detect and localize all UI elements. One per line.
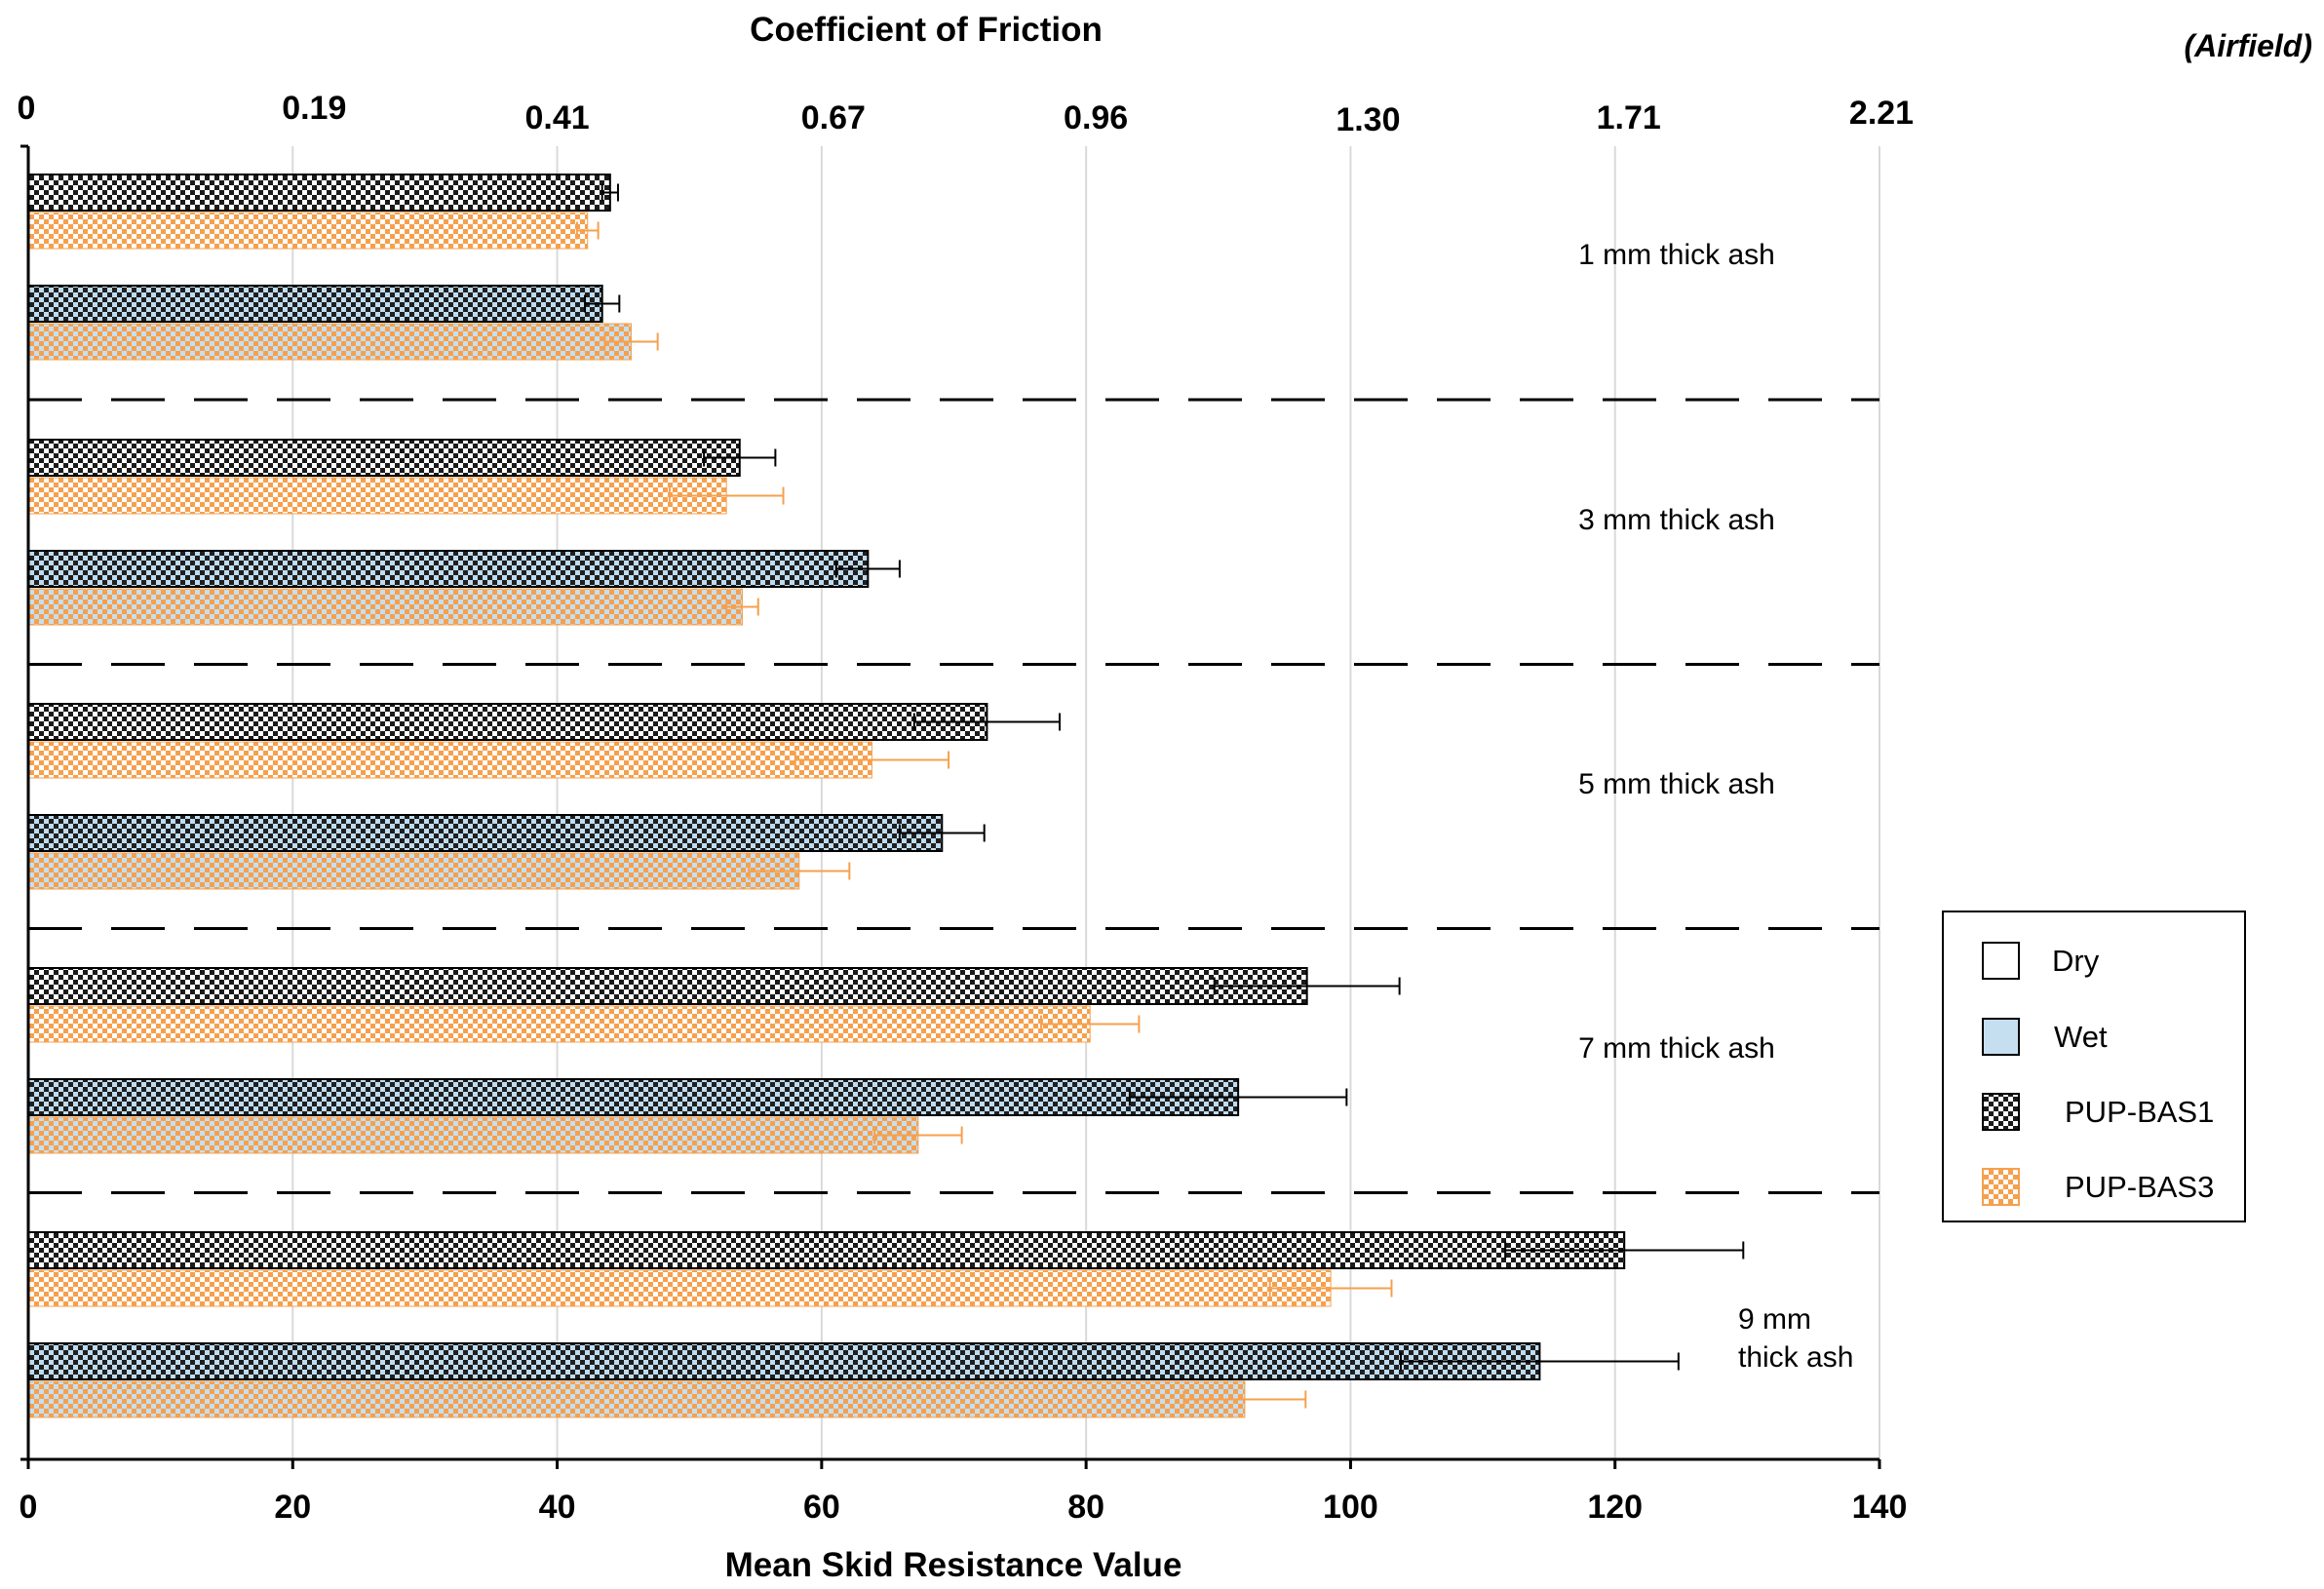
group-separators [28,398,1879,1194]
x-tick-label: 140 [1852,1489,1908,1526]
bar [27,550,870,588]
x-tick-label: 80 [1067,1489,1104,1526]
legend-swatch [1982,942,2020,980]
bar [27,1231,1626,1269]
bar [27,967,1308,1005]
legend: Dry Wet PUP-BAS1 PUP-BAS3 [1942,911,2246,1222]
bar [27,323,633,361]
group-label: 5 mm thick ash [1578,768,1775,800]
x-tick-label: 60 [803,1489,840,1526]
error-bars [575,183,1745,1409]
group-label: 1 mm thick ash [1578,239,1775,271]
bar [27,1269,1332,1307]
x-tick-label: 0 [19,1489,38,1526]
group-labels: 1 mm thick ash 3 mm thick ash 5 mm thick a… [1578,239,1853,1374]
bar [27,285,603,323]
bars [27,174,1626,1418]
top-tick-label: 0.96 [1064,99,1128,136]
top-tick-label: 1.30 [1336,101,1400,138]
top-tick-label: 0 [18,90,36,127]
legend-swatch [1982,1018,2020,1056]
legend-label: PUP-BAS3 [2065,1170,2214,1204]
x-axis-title: Mean Skid Resistance Value [725,1546,1182,1584]
bar [27,852,800,890]
gridlines [291,146,1880,1459]
bar [27,588,743,626]
bar [27,439,741,477]
top-tick-label: 0.19 [282,90,346,127]
bar [27,703,988,741]
top-tick-label: 0.67 [801,99,866,136]
x-tick-label: 20 [274,1489,311,1526]
bar [27,1116,919,1154]
group-label: thick ash [1738,1341,1853,1374]
legend-label: PUP-BAS1 [2065,1095,2214,1129]
top-tick-label: 1.71 [1597,99,1661,136]
group-label: 9 mm [1738,1303,1811,1336]
tick-labels: 0 20 40 60 80 100 120 140 0 0.19 0.41 0.67 0.96 1.30 1… [18,90,1915,1526]
bar [27,174,611,212]
bar [27,212,589,250]
legend-label: Wet [2054,1020,2108,1054]
bar [27,1078,1240,1116]
x-tick-label: 120 [1587,1489,1643,1526]
x-tick-label: 40 [539,1489,576,1526]
axes [20,144,1881,1469]
bar [27,1380,1246,1418]
bar [27,814,944,852]
bar [27,1005,1091,1043]
top-axis-title: Coefficient of Friction [750,11,1103,49]
legend-label: Dry [2052,944,2100,978]
bar [27,1342,1541,1380]
group-label: 3 mm thick ash [1578,504,1775,536]
group-label: 7 mm thick ash [1578,1032,1775,1065]
legend-swatch [1982,1093,2020,1131]
top-tick-label: 2.21 [1849,95,1914,132]
top-axis-note: (Airfield) [2184,28,2312,63]
legend-swatch [1982,1168,2020,1206]
x-tick-label: 100 [1323,1489,1378,1526]
bar [27,741,872,779]
bar [27,477,727,515]
top-tick-label: 0.41 [524,99,589,136]
